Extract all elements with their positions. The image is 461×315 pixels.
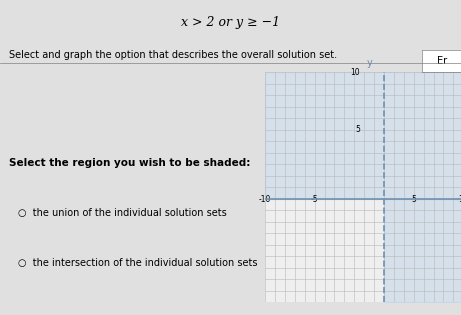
Text: y: y [367, 58, 373, 68]
Text: -10: -10 [259, 196, 271, 204]
Text: 10: 10 [351, 68, 360, 77]
Text: Select the region you wish to be shaded:: Select the region you wish to be shaded: [9, 158, 251, 168]
Text: ○  the union of the individual solution sets: ○ the union of the individual solution s… [18, 208, 227, 218]
Text: ○  the intersection of the individual solution sets: ○ the intersection of the individual sol… [18, 258, 258, 268]
Text: 5: 5 [411, 196, 416, 204]
Text: Er: Er [437, 56, 448, 66]
Text: Select and graph the option that describes the overall solution set.: Select and graph the option that describ… [9, 50, 337, 60]
Text: 10: 10 [459, 196, 461, 204]
Text: -5: -5 [311, 196, 319, 204]
Text: 5: 5 [355, 125, 360, 135]
Text: x > 2 or y ≥ −1: x > 2 or y ≥ −1 [181, 16, 280, 29]
